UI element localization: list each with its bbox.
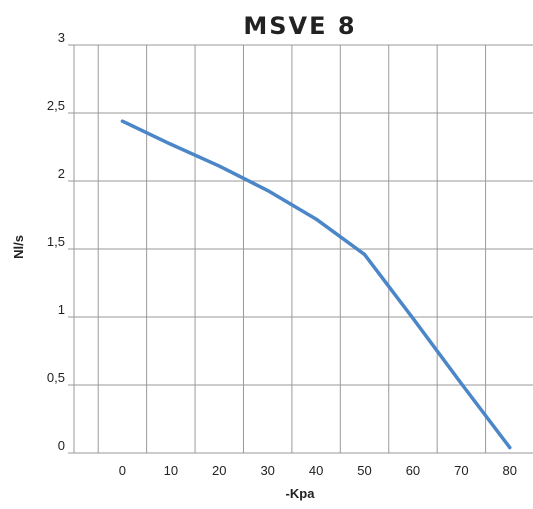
data-point — [266, 189, 270, 193]
y-tick-label: 0 — [58, 438, 65, 453]
data-point — [120, 119, 124, 123]
x-tick-label: 10 — [164, 463, 178, 478]
grid — [74, 45, 533, 453]
x-tick-label: 80 — [503, 463, 517, 478]
x-tick-label: 60 — [406, 463, 420, 478]
data-point — [169, 142, 173, 146]
data-point — [508, 446, 512, 450]
y-tick-label: 2,5 — [47, 98, 65, 113]
y-tick-label: 1 — [58, 302, 65, 317]
x-tick-label: 70 — [454, 463, 468, 478]
x-tick-label: 20 — [212, 463, 226, 478]
x-axis-label: -Kpa — [286, 486, 316, 501]
data-point — [363, 252, 367, 256]
y-axis-label: Nl/s — [11, 235, 26, 259]
y-tick-label: 2 — [58, 166, 65, 181]
x-tick-label: 30 — [260, 463, 274, 478]
x-tick-label: 50 — [357, 463, 371, 478]
y-tick-label: 0,5 — [47, 370, 65, 385]
data-point — [411, 316, 415, 320]
x-axis-ticks: 0 10 20 30 40 50 60 70 80 — [119, 463, 517, 478]
series-layer — [120, 119, 512, 450]
series-line — [120, 119, 512, 450]
x-tick-label: 40 — [309, 463, 323, 478]
chart-title: MSVE 8 — [243, 12, 356, 40]
data-point — [314, 217, 318, 221]
data-point — [459, 382, 463, 386]
x-tick-label: 0 — [119, 463, 126, 478]
data-point — [217, 164, 221, 168]
y-tick-label: 1,5 — [47, 234, 65, 249]
y-tick-label: 3 — [58, 30, 65, 45]
y-axis-ticks: 0 0,5 1 1,5 2 2,5 3 — [47, 30, 74, 454]
